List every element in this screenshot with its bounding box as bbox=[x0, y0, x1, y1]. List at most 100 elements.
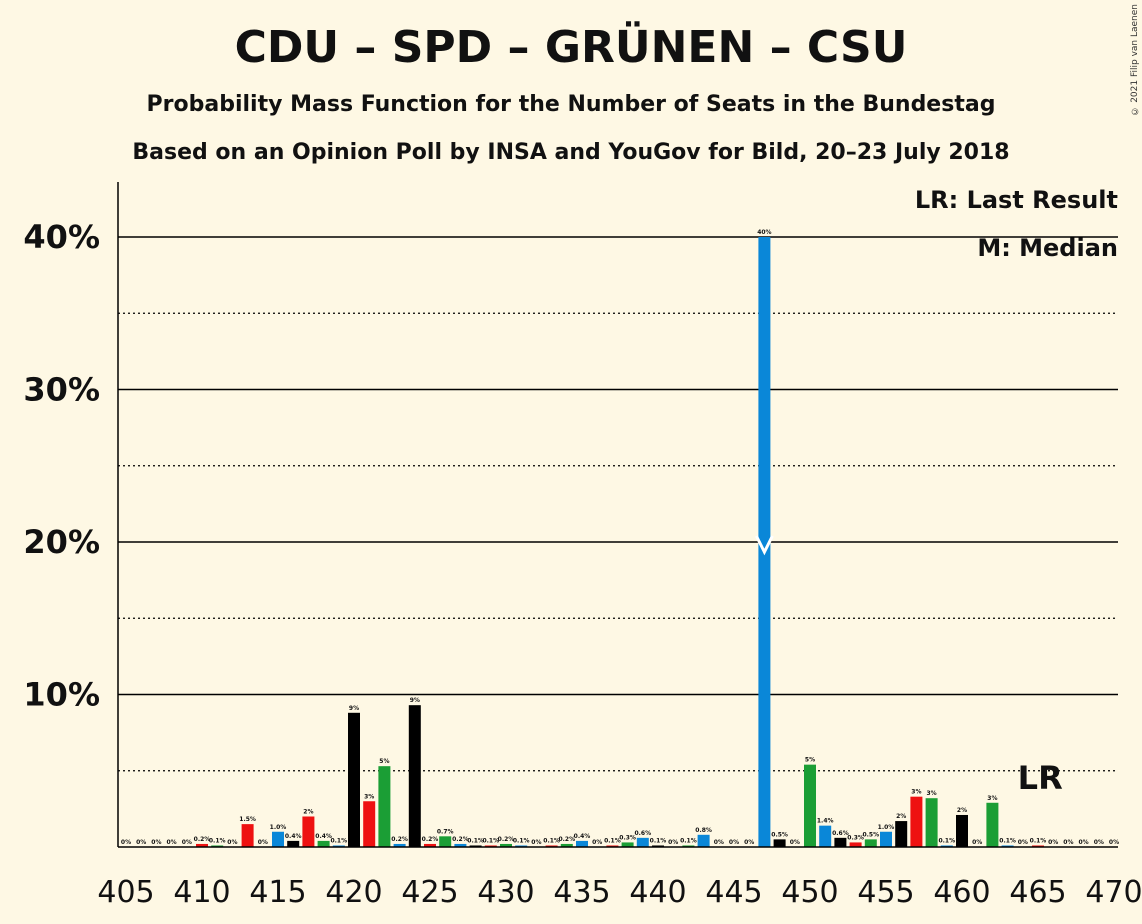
bar-label-seat-449: 0% bbox=[790, 839, 800, 846]
bar-label-seat-413: 1.5% bbox=[239, 816, 256, 823]
bar-seat-419 bbox=[332, 845, 345, 847]
markers: LR bbox=[755, 535, 1063, 797]
bar-seat-460 bbox=[956, 814, 968, 847]
bar-label-seat-411: 0.1% bbox=[209, 837, 226, 844]
chart-source: Based on an Opinion Poll by INSA and You… bbox=[132, 140, 1010, 165]
bar-label-seat-426: 0.7% bbox=[437, 828, 454, 835]
bar-seat-431 bbox=[515, 845, 528, 847]
bar-label-seat-444: 0% bbox=[714, 839, 724, 846]
chart-subtitle: Probability Mass Function for the Number… bbox=[146, 92, 996, 117]
bar-label-seat-450: 5% bbox=[805, 757, 815, 764]
median-marker bbox=[755, 535, 774, 556]
bar-seat-411 bbox=[211, 845, 224, 847]
bar-seat-458 bbox=[925, 798, 938, 847]
bar-label-seat-459: 0.1% bbox=[938, 837, 955, 844]
bar-seat-421 bbox=[363, 801, 376, 847]
x-tick-label: 470 bbox=[1085, 875, 1142, 910]
bar-seat-448 bbox=[773, 839, 786, 847]
bar-seat-452 bbox=[834, 837, 847, 847]
bar-label-seat-447: 40% bbox=[757, 229, 771, 236]
bar-label-seat-437: 0.1% bbox=[604, 837, 621, 844]
bar-seat-438 bbox=[621, 842, 634, 847]
bar-seat-423 bbox=[393, 843, 406, 847]
bar-seat-451 bbox=[819, 825, 832, 847]
bar-seat-425 bbox=[424, 843, 436, 847]
bar-label-seat-440: 0.1% bbox=[650, 837, 667, 844]
bar-seat-437 bbox=[606, 845, 619, 847]
bar-seat-427 bbox=[454, 843, 467, 847]
bar-seat-410 bbox=[196, 843, 208, 847]
bar-label-seat-456: 2% bbox=[896, 813, 906, 820]
bar-seat-415 bbox=[272, 831, 284, 847]
legend-last-result: LR: Last Result bbox=[914, 186, 1118, 214]
x-tick-label: 420 bbox=[325, 875, 382, 910]
x-tick-label: 450 bbox=[781, 875, 838, 910]
bar-label-seat-445: 0% bbox=[729, 839, 739, 846]
bar-labels: 0% 0% 0% 0% 0% 0.2%0.1% 0%1.5%0%1.0%0.4%2%0.4%… bbox=[121, 229, 1119, 846]
last-result-marker: LR bbox=[1018, 759, 1063, 797]
bar-seat-429 bbox=[484, 845, 497, 847]
bar-label-seat-463: 0.1% bbox=[999, 837, 1016, 844]
bar-label-seat-420: 9% bbox=[349, 705, 359, 712]
bar-label-seat-407: 0% bbox=[151, 839, 161, 846]
bar-label-seat-435: 0.4% bbox=[574, 833, 591, 840]
bar-label-seat-452: 0.6% bbox=[832, 830, 849, 837]
bar-seat-430 bbox=[500, 843, 512, 847]
bar-seat-426 bbox=[439, 836, 452, 847]
bar-label-seat-458: 3% bbox=[927, 790, 937, 797]
bar-seat-434 bbox=[560, 843, 573, 847]
bar-seat-453 bbox=[849, 842, 862, 847]
bar-label-seat-460: 2% bbox=[957, 807, 967, 814]
bar-seat-435 bbox=[576, 840, 588, 847]
bar-label-seat-427: 0.2% bbox=[452, 836, 469, 843]
bar-seat-454 bbox=[864, 839, 877, 847]
bar-label-seat-454: 0.5% bbox=[862, 831, 879, 838]
bar-label-seat-419: 0.1% bbox=[330, 837, 347, 844]
bar-seat-416 bbox=[287, 840, 300, 847]
bar-seat-417 bbox=[302, 816, 315, 847]
x-tick-label: 435 bbox=[553, 875, 610, 910]
bar-label-seat-405: 0% bbox=[121, 839, 131, 846]
bar-seat-447 bbox=[758, 237, 771, 847]
bar-label-seat-446: 0% bbox=[744, 839, 754, 846]
x-tick-label: 440 bbox=[629, 875, 686, 910]
bar-label-seat-414: 0% bbox=[258, 839, 268, 846]
y-tick-label: 40% bbox=[23, 218, 100, 256]
bar-label-seat-438: 0.3% bbox=[619, 834, 636, 841]
bar-label-seat-429: 0.1% bbox=[482, 837, 499, 844]
bar-label-seat-462: 3% bbox=[987, 795, 997, 802]
bar-label-seat-416: 0.4% bbox=[285, 833, 302, 840]
y-tick-label: 10% bbox=[23, 676, 100, 714]
grid-lines bbox=[118, 236, 1118, 772]
bar-label-seat-425: 0.2% bbox=[422, 836, 439, 843]
x-tick-label: 415 bbox=[249, 875, 306, 910]
tick-labels: 10% 20% 30% 40% 405 410 415 420 425 430 435 440 445 4… bbox=[23, 218, 1142, 910]
bar-seat-424 bbox=[408, 705, 421, 847]
bar-label-seat-457: 3% bbox=[911, 789, 921, 796]
x-tick-label: 410 bbox=[173, 875, 230, 910]
bar-label-seat-453: 0.3% bbox=[847, 834, 864, 841]
legend-median: M: Median bbox=[977, 234, 1118, 262]
bar-label-seat-465: 0.1% bbox=[1030, 837, 1047, 844]
bar-label-seat-424: 9% bbox=[410, 697, 420, 704]
bar-label-seat-448: 0.5% bbox=[771, 831, 788, 838]
bar-seat-433 bbox=[545, 845, 558, 847]
bar-seat-442 bbox=[682, 845, 695, 847]
bar-seat-457 bbox=[910, 796, 923, 847]
bar-seat-443 bbox=[697, 834, 710, 847]
bar-label-seat-455: 1.0% bbox=[878, 824, 895, 831]
bar-seat-422 bbox=[378, 766, 391, 847]
bar-seat-420 bbox=[348, 712, 360, 847]
bar-label-seat-417: 2% bbox=[303, 809, 313, 816]
bar-label-seat-422: 5% bbox=[379, 758, 389, 765]
bar-label-seat-433: 0.1% bbox=[543, 837, 560, 844]
bar-label-seat-451: 1.4% bbox=[817, 818, 834, 825]
bar-seat-465 bbox=[1032, 845, 1044, 847]
chart-title: CDU – SPD – GRÜNEN – CSU bbox=[234, 22, 908, 73]
bar-label-seat-442: 0.1% bbox=[680, 837, 697, 844]
bar-label-seat-461: 0% bbox=[972, 839, 982, 846]
bar-label-seat-469: 0% bbox=[1094, 839, 1104, 846]
bar-label-seat-432: 0% bbox=[531, 839, 541, 846]
bar-label-seat-408: 0% bbox=[167, 839, 177, 846]
